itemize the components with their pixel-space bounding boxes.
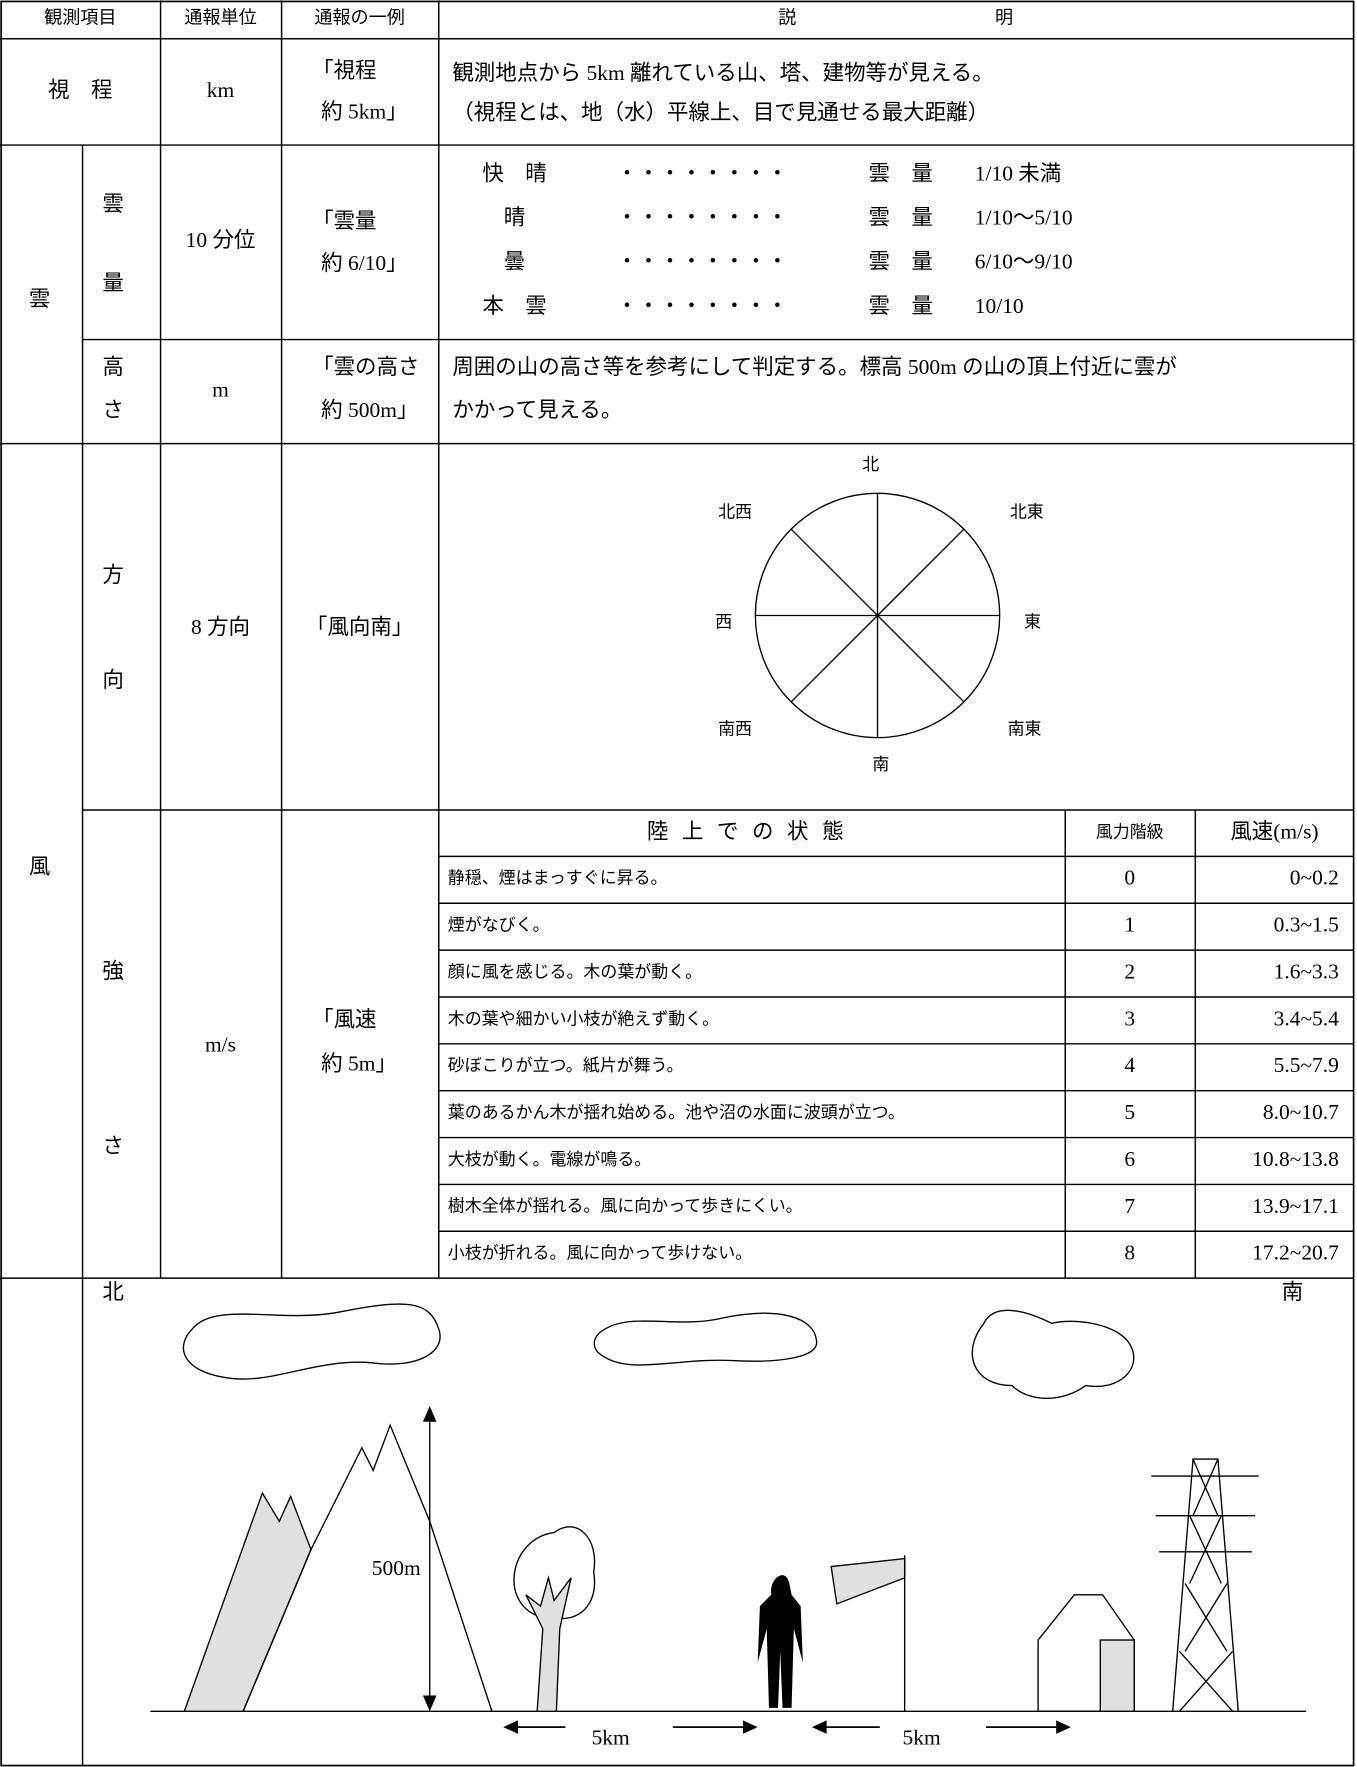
compass-label: 西 <box>715 612 732 631</box>
cell-text: m <box>212 378 229 402</box>
cell-text: 「風向南」 <box>306 615 413 639</box>
wind-speed: 0.3~1.5 <box>1274 913 1339 937</box>
cell-text: 約 500m」 <box>321 398 418 422</box>
header-cell: 観測項目 <box>44 8 116 28</box>
leader: ・・・・・・・・ <box>616 206 788 230</box>
force-class: 8 <box>1124 1241 1135 1265</box>
scale-range: 1/10 未満 <box>975 162 1061 186</box>
item-label: 向 <box>102 668 123 692</box>
column-header: 風速(m/s) <box>1230 820 1318 844</box>
condition: 小枝が折れる。風に向かって歩けない。 <box>448 1244 752 1263</box>
cell-text: 周囲の山の高さ等を参考にして判定する。標高 500m の山の頂上付近に雲が <box>452 355 1177 379</box>
scale-name: 本 雲 <box>482 294 546 318</box>
scale-label: 雲 量 <box>868 206 932 230</box>
wind-speed: 10.8~13.8 <box>1252 1147 1339 1171</box>
group-label: 風 <box>29 855 50 879</box>
cell-text: 「雲の高さ <box>312 355 419 379</box>
distance-label: 5km <box>903 1725 941 1749</box>
cell-text: 「風速 <box>312 1007 376 1031</box>
cell-text: 約 6/10」 <box>321 251 407 275</box>
condition: 樹木全体が揺れる。風に向かって歩きにくい。 <box>448 1197 803 1216</box>
item-label: 強 <box>102 959 123 983</box>
compass-label: 北西 <box>718 503 752 522</box>
condition: 木の葉や細かい小枝が絶えず動く。 <box>448 1009 719 1028</box>
item-label: さ <box>102 398 123 422</box>
item-label: 高 <box>102 355 123 379</box>
leader: ・・・・・・・・ <box>616 162 788 186</box>
scale-label: 雲 量 <box>868 294 932 318</box>
direction-label: 北 <box>102 1280 123 1304</box>
wind-speed: 1.6~3.3 <box>1274 959 1339 983</box>
wind-speed: 5.5~7.9 <box>1274 1053 1339 1077</box>
scale-label: 雲 量 <box>868 250 932 274</box>
cell-text: 約 5km」 <box>321 99 407 123</box>
scale-name: 晴 <box>504 206 525 230</box>
cell-text: 観測地点から 5km 離れている山、塔、建物等が見える。 <box>452 61 993 85</box>
header-cell: 説 明 <box>778 8 1013 28</box>
compass <box>754 492 1001 739</box>
wind-speed: 17.2~20.7 <box>1252 1241 1339 1265</box>
cell-text: 「雲量 <box>312 209 376 233</box>
item-label: 雲 <box>102 192 123 216</box>
item-label: 量 <box>102 271 123 295</box>
height-label: 500m <box>372 1556 421 1580</box>
cell-text: m/s <box>205 1032 236 1056</box>
wind-speed: 0~0.2 <box>1290 866 1339 890</box>
cell-text: km <box>207 78 235 102</box>
condition: 大枝が動く。電線が鳴る。 <box>448 1150 651 1169</box>
scale-name: 曇 <box>504 250 525 274</box>
force-class: 3 <box>1124 1006 1135 1030</box>
item-label: 視 程 <box>48 78 112 102</box>
item-label: さ <box>102 1134 123 1158</box>
compass-label: 北 <box>862 455 879 474</box>
distance-label: 5km <box>592 1725 630 1749</box>
wind-speed: 8.0~10.7 <box>1263 1100 1339 1124</box>
condition: 静穏、煙はまっすぐに昇る。 <box>448 869 668 888</box>
compass-label: 南東 <box>1008 720 1042 739</box>
leader: ・・・・・・・・ <box>616 250 788 274</box>
condition: 煙がなびく。 <box>448 916 550 935</box>
compass-label: 北東 <box>1010 503 1044 522</box>
scale-range: 10/10 <box>975 294 1024 318</box>
force-class: 2 <box>1124 959 1135 983</box>
illustration <box>150 1303 1307 1734</box>
header-cell: 通報単位 <box>184 8 256 28</box>
compass-label: 東 <box>1024 612 1041 631</box>
wind-speed: 3.4~5.4 <box>1274 1006 1340 1030</box>
column-header: 風力階級 <box>1096 823 1164 842</box>
force-class: 7 <box>1124 1194 1135 1218</box>
cell-text: かかって見える。 <box>452 398 622 422</box>
wind-speed: 13.9~17.1 <box>1252 1194 1339 1218</box>
cell-text: 「視程 <box>312 59 376 83</box>
scale-name: 快 晴 <box>482 162 546 186</box>
force-class: 1 <box>1124 913 1135 937</box>
leader: ・・・・・・・・ <box>616 294 788 318</box>
condition: 砂ぼこりが立つ。紙片が舞う。 <box>448 1056 684 1075</box>
cell-text: 約 5m」 <box>321 1051 397 1075</box>
header-cell: 通報の一例 <box>314 8 404 28</box>
item-label: 方 <box>102 563 123 587</box>
compass-label: 南西 <box>718 720 752 739</box>
condition: 顔に風を感じる。木の葉が動く。 <box>448 962 702 981</box>
direction-label: 南 <box>1282 1280 1303 1304</box>
cell-text: （視程とは、地（水）平線上、目で見通せる最大距離） <box>452 100 989 124</box>
scale-range: 6/10～9/10 <box>975 250 1073 274</box>
compass-label: 南 <box>872 755 889 774</box>
force-class: 4 <box>1124 1053 1135 1077</box>
force-class: 6 <box>1124 1147 1135 1171</box>
force-class: 0 <box>1124 866 1135 890</box>
cell-text: 8 方向 <box>191 615 250 639</box>
group-label: 雲 <box>29 287 50 311</box>
scale-label: 雲 量 <box>868 162 932 186</box>
force-class: 5 <box>1124 1100 1135 1124</box>
scale-range: 1/10～5/10 <box>975 206 1073 230</box>
condition: 葉のあるかん木が揺れ始める。池や沼の水面に波頭が立つ。 <box>448 1103 905 1122</box>
column-header: 陸上での状態 <box>647 820 857 844</box>
cell-text: 10 分位 <box>186 228 256 252</box>
